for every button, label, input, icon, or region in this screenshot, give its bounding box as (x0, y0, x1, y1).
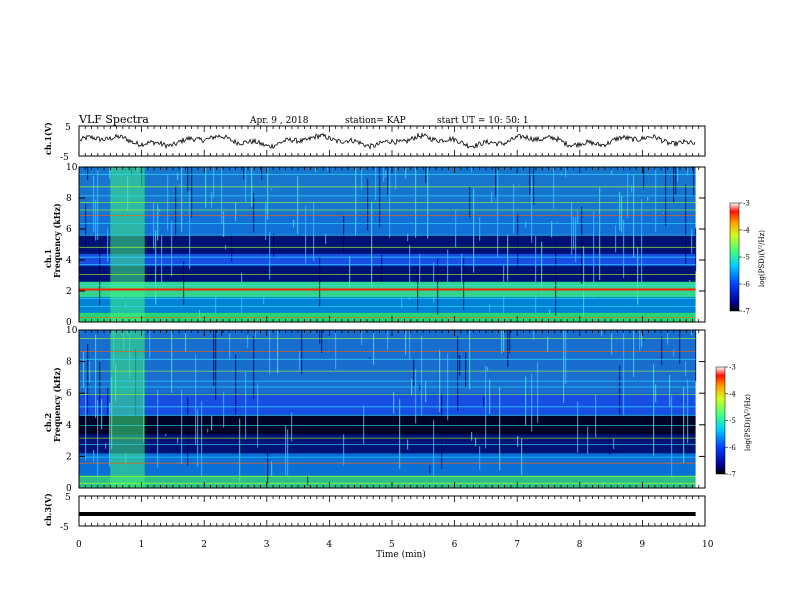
ch1-spectrogram-panel: 0 2 4 6 8 10 ch.1 Frequency (kHz) (43, 163, 706, 328)
cbt1-tick--6: -6 (743, 281, 750, 289)
x-tick-label-8: 8 (577, 540, 583, 550)
ch1-spec-ylabel-channel: ch.1 (43, 249, 53, 268)
header-station: station= KAP (345, 116, 406, 126)
yt1-tick-4: 4 (66, 256, 72, 266)
header-start-time: start UT = 10: 50: 1 (437, 116, 529, 126)
ch3-waveform-panel: 5 -5 ch.3(V) (43, 493, 706, 533)
ch1-colorbar: -3 -4 -5 -6 -7 log(PSD)(V²/Hz) (729, 200, 766, 316)
yt1-tick-10: 10 (66, 163, 78, 173)
x-tick-label-0: 0 (76, 540, 82, 550)
yt2-tick-0: 0 (66, 484, 72, 494)
x-tick-label-5: 5 (389, 540, 395, 550)
yt2-tick-4: 4 (66, 421, 72, 431)
x-axis-label: Time (min) (376, 549, 426, 560)
cbt2-tick--3: -3 (729, 364, 736, 372)
cbt2-tick--5: -5 (729, 417, 736, 425)
x-tick-label-6: 6 (452, 540, 458, 550)
x-tick-label-7: 7 (514, 540, 520, 550)
ch2-spectrogram-image (79, 330, 705, 488)
yt2-tick-10: 10 (66, 326, 78, 336)
cbt2-tick--7: -7 (729, 471, 736, 479)
ch1-spectrogram-image (79, 167, 705, 322)
yt1-tick-6: 6 (66, 225, 72, 235)
ch1-ytick-top: 5 (65, 123, 71, 133)
x-tick-label-4: 4 (326, 540, 332, 550)
ch1-spec-ylabel-frequency: Frequency (kHz) (52, 203, 62, 278)
yt2-tick-8: 8 (66, 358, 72, 368)
ch3-ylabel: ch.3(V) (43, 493, 53, 526)
ch3-ytick-top: 5 (65, 493, 71, 503)
ch2-spec-ylabel-frequency: Frequency (kHz) (52, 367, 62, 442)
ch2-colorbar-label: log(PSD)(V²/Hz) (744, 394, 752, 451)
ch1-waveform-panel: 5 -5 ch.1(V) (43, 122, 706, 163)
header-date: Apr. 9 , 2018 (249, 116, 309, 126)
cbt1-tick--7: -7 (743, 308, 750, 316)
ch1-waveform-line (79, 132, 696, 150)
x-tick-label-2: 2 (201, 540, 207, 550)
yt1-tick-2: 2 (66, 287, 72, 297)
ch1-ytick-bottom: -5 (60, 153, 69, 163)
ch1-ylabel: ch.1(V) (43, 122, 53, 155)
cbt1-tick--4: -4 (743, 227, 750, 235)
ch3-ytick-bottom: -5 (60, 523, 69, 533)
ch1-colorbar-label: log(PSD)(V²/Hz) (758, 230, 766, 287)
x-tick-label-1: 1 (139, 540, 145, 550)
ch3-level-line (79, 512, 696, 516)
yt2-tick-2: 2 (66, 452, 72, 462)
ch2-colorbar: -3 -4 -5 -6 -7 log(PSD)(V²/Hz) (715, 364, 752, 479)
yt2-tick-6: 6 (66, 389, 72, 399)
yt1-tick-8: 8 (66, 194, 72, 204)
cbt1-tick--3: -3 (743, 200, 750, 208)
yt1-tick-0: 0 (66, 318, 72, 328)
cbt2-tick--4: -4 (729, 390, 736, 398)
x-tick-label-10: 10 (702, 540, 714, 550)
cbt1-tick--5: -5 (743, 254, 750, 262)
x-tick-label-3: 3 (264, 540, 270, 550)
ch2-spec-ylabel-channel: ch.2 (43, 413, 53, 432)
x-tick-label-9: 9 (639, 540, 645, 550)
ch2-spectrogram-panel: 0 2 4 6 8 10 ch.2 Frequency (kHz) (43, 326, 706, 494)
figure-title: VLF Spectra (78, 113, 149, 126)
cbt2-tick--6: -6 (729, 444, 736, 452)
